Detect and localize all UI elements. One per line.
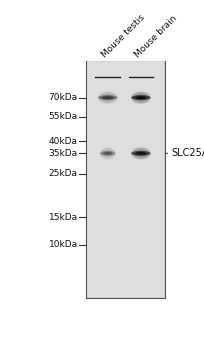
Text: SLC25A26: SLC25A26 bbox=[171, 148, 204, 158]
Ellipse shape bbox=[135, 96, 147, 99]
Ellipse shape bbox=[131, 95, 151, 100]
Text: Mouse brain: Mouse brain bbox=[133, 14, 178, 60]
Ellipse shape bbox=[131, 151, 151, 156]
Ellipse shape bbox=[133, 148, 149, 159]
Bar bbox=[86, 61, 165, 298]
Text: 10kDa: 10kDa bbox=[49, 240, 78, 249]
Text: Mouse testis: Mouse testis bbox=[100, 13, 146, 60]
Ellipse shape bbox=[98, 95, 117, 100]
Ellipse shape bbox=[132, 92, 150, 103]
Text: 15kDa: 15kDa bbox=[49, 213, 78, 222]
Text: 25kDa: 25kDa bbox=[49, 169, 78, 178]
Text: 40kDa: 40kDa bbox=[49, 137, 78, 146]
Ellipse shape bbox=[133, 92, 149, 103]
Text: 55kDa: 55kDa bbox=[49, 112, 78, 121]
Ellipse shape bbox=[131, 147, 151, 160]
Ellipse shape bbox=[131, 147, 151, 159]
Bar bbox=[86, 62, 164, 297]
Ellipse shape bbox=[132, 148, 150, 159]
Ellipse shape bbox=[103, 152, 112, 155]
Ellipse shape bbox=[135, 152, 147, 155]
Ellipse shape bbox=[131, 91, 151, 104]
Ellipse shape bbox=[131, 92, 151, 104]
Text: 35kDa: 35kDa bbox=[49, 149, 78, 158]
Text: 70kDa: 70kDa bbox=[49, 93, 78, 102]
Ellipse shape bbox=[102, 96, 113, 99]
Ellipse shape bbox=[100, 151, 115, 156]
